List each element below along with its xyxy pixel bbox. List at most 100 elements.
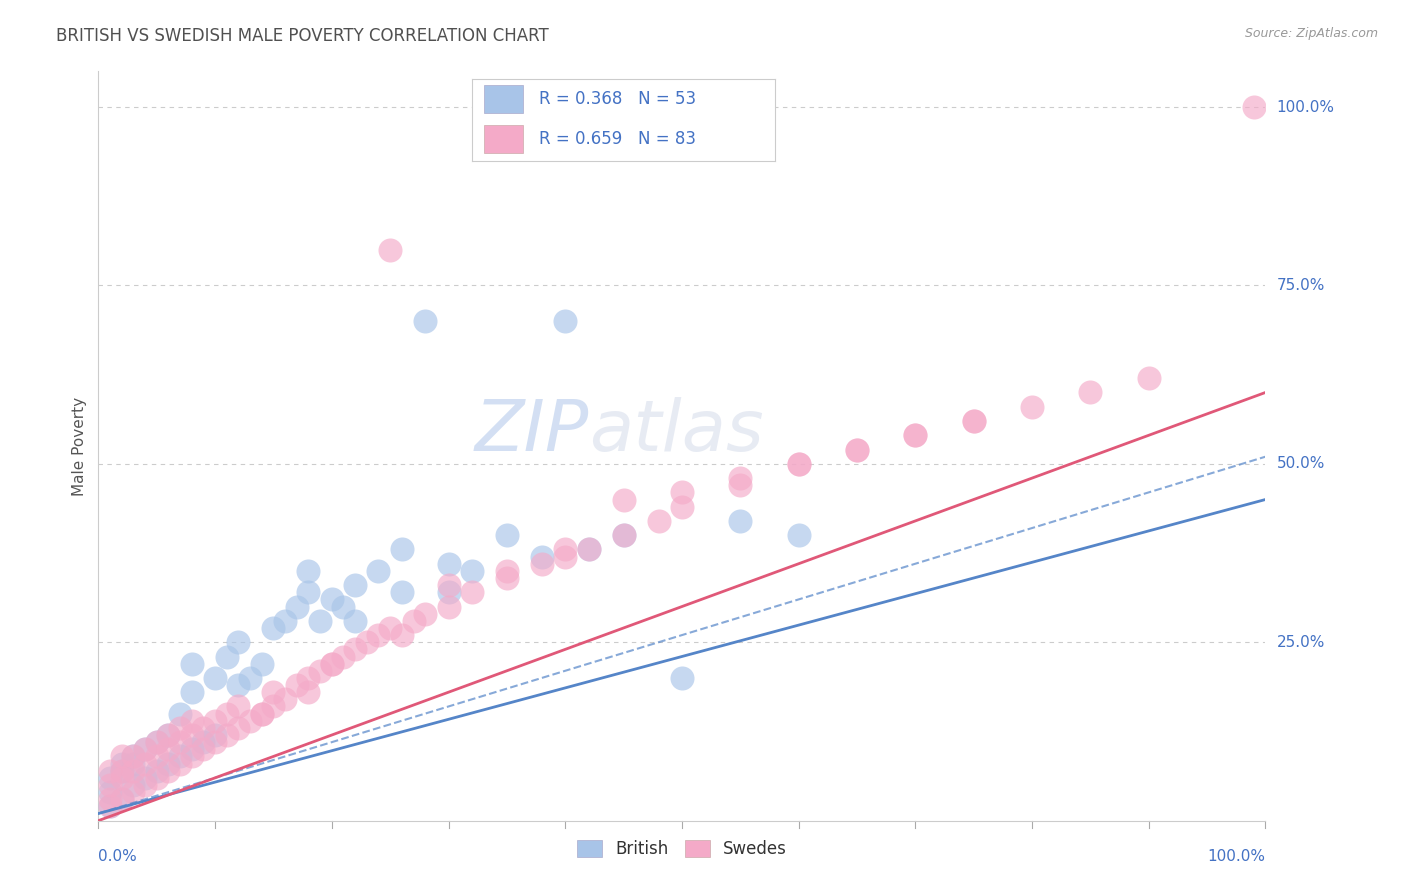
Point: [367, 628, 389, 642]
Point: [193, 735, 215, 749]
Point: [134, 756, 156, 771]
Point: [578, 542, 600, 557]
Point: [391, 628, 413, 642]
Point: [613, 528, 636, 542]
Text: 25.0%: 25.0%: [1277, 635, 1324, 649]
Point: [496, 571, 519, 585]
Point: [122, 749, 145, 764]
Point: [309, 664, 332, 678]
Text: atlas: atlas: [589, 397, 763, 466]
Point: [297, 585, 319, 599]
Point: [111, 764, 134, 778]
Point: [344, 614, 367, 628]
Point: [204, 714, 226, 728]
Point: [380, 243, 402, 257]
Point: [787, 457, 810, 471]
Text: ZIP: ZIP: [474, 397, 589, 466]
Text: 50.0%: 50.0%: [1277, 457, 1324, 471]
Point: [169, 749, 191, 764]
Point: [321, 592, 343, 607]
Point: [647, 514, 669, 528]
Point: [250, 706, 273, 721]
Point: [285, 599, 308, 614]
Point: [250, 706, 273, 721]
Point: [1080, 385, 1102, 400]
Point: [134, 778, 156, 792]
Point: [262, 685, 284, 699]
Point: [437, 578, 460, 592]
Point: [193, 721, 215, 735]
Point: [111, 771, 134, 785]
Point: [613, 528, 636, 542]
Point: [904, 428, 927, 442]
Point: [496, 528, 519, 542]
Point: [146, 735, 169, 749]
Point: [530, 549, 553, 564]
Point: [111, 792, 134, 806]
Point: [356, 635, 378, 649]
Point: [262, 621, 284, 635]
Point: [180, 685, 202, 699]
Point: [297, 685, 319, 699]
Y-axis label: Male Poverty: Male Poverty: [72, 396, 87, 496]
Point: [391, 585, 413, 599]
Point: [461, 585, 484, 599]
Point: [730, 471, 752, 485]
Point: [228, 721, 250, 735]
Point: [730, 514, 752, 528]
Point: [613, 492, 636, 507]
Point: [122, 764, 145, 778]
Point: [391, 542, 413, 557]
Point: [904, 428, 927, 442]
Point: [962, 414, 984, 428]
Point: [98, 799, 121, 814]
Point: [98, 785, 121, 799]
Point: [204, 728, 226, 742]
Point: [122, 785, 145, 799]
Point: [157, 764, 180, 778]
Point: [111, 749, 134, 764]
Point: [554, 314, 576, 328]
Point: [274, 692, 297, 706]
Point: [157, 728, 180, 742]
Point: [262, 699, 284, 714]
Point: [215, 649, 238, 664]
Point: [228, 635, 250, 649]
Point: [344, 578, 367, 592]
Point: [846, 442, 869, 457]
Point: [228, 699, 250, 714]
Point: [846, 442, 869, 457]
Point: [146, 771, 169, 785]
Text: 100.0%: 100.0%: [1277, 100, 1334, 114]
Point: [193, 742, 215, 756]
Point: [98, 771, 121, 785]
Point: [437, 599, 460, 614]
Point: [146, 749, 169, 764]
Point: [309, 614, 332, 628]
Text: 75.0%: 75.0%: [1277, 278, 1324, 293]
Point: [239, 714, 262, 728]
Point: [367, 564, 389, 578]
Legend: British, Swedes: British, Swedes: [569, 833, 794, 864]
Point: [962, 414, 984, 428]
Point: [321, 657, 343, 671]
Point: [332, 649, 354, 664]
Point: [250, 657, 273, 671]
Point: [461, 564, 484, 578]
Point: [169, 756, 191, 771]
Point: [215, 706, 238, 721]
Point: [332, 599, 354, 614]
Point: [169, 735, 191, 749]
Point: [98, 778, 121, 792]
Point: [98, 792, 121, 806]
Point: [787, 457, 810, 471]
Point: [344, 642, 367, 657]
Point: [204, 735, 226, 749]
Point: [180, 749, 202, 764]
Point: [787, 528, 810, 542]
Text: 0.0%: 0.0%: [98, 849, 138, 864]
Text: 100.0%: 100.0%: [1208, 849, 1265, 864]
Point: [1021, 400, 1043, 414]
Point: [496, 564, 519, 578]
Point: [157, 756, 180, 771]
